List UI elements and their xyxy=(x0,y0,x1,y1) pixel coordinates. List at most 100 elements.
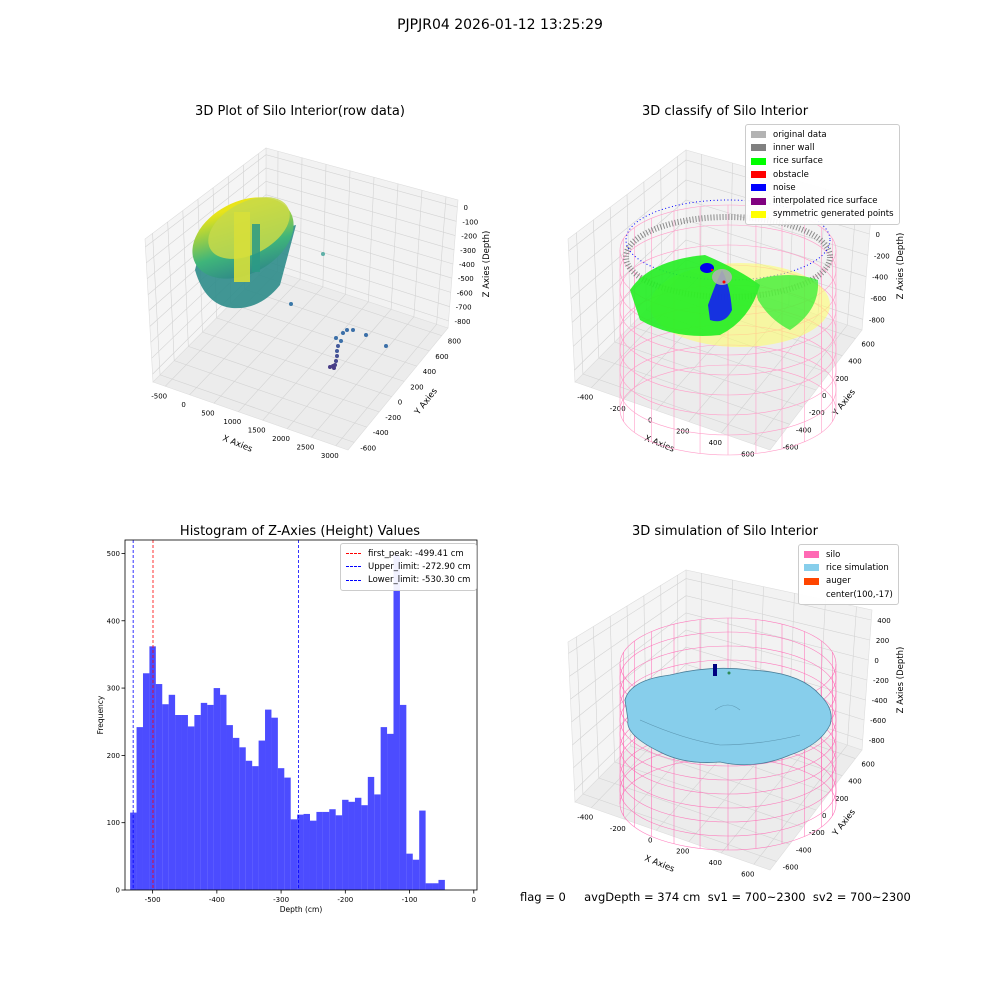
legend-swatch xyxy=(751,131,766,139)
inner-wall-points xyxy=(623,214,833,300)
y-gridline xyxy=(677,156,679,279)
histogram-plot: -500 -400 -300 -200 -100 0 0 100 200 300 400 500 Dep… xyxy=(96,539,478,914)
x-gridline xyxy=(262,177,375,421)
raw-obstacle xyxy=(252,224,260,272)
histogram-bar xyxy=(239,747,246,890)
x-axis-label: Depth (cm) xyxy=(280,905,323,914)
histogram-bar xyxy=(412,859,420,890)
histogram-bar xyxy=(303,813,310,890)
y-gridline xyxy=(582,793,777,862)
x-tick-label: 0 xyxy=(472,896,476,904)
raw-outlier-point xyxy=(321,252,325,256)
legend-label: original data xyxy=(773,129,827,140)
histogram-bar xyxy=(168,694,176,890)
histogram-bar xyxy=(399,704,407,890)
histogram-bar xyxy=(142,673,150,890)
legend-label: obstacle xyxy=(773,169,809,180)
z-gridline xyxy=(145,154,458,248)
histogram-bar xyxy=(149,646,156,890)
legend-label: Lower_limit: -530.30 cm xyxy=(368,575,471,586)
legend-label: center(100,-17) xyxy=(826,589,893,600)
legend-entry: auger xyxy=(804,575,893,588)
y-tick-label: 400 xyxy=(848,358,861,366)
y-gridline xyxy=(188,346,380,413)
legend-entry: Lower_limit: -530.30 cm xyxy=(346,574,471,587)
legend-label: noise xyxy=(773,182,796,193)
x-axis-label: X Axies xyxy=(643,434,676,455)
histogram-bar xyxy=(232,737,240,890)
legend-swatch xyxy=(804,564,819,572)
y-tick-label: 0 xyxy=(398,399,402,407)
y-tick-label: 100 xyxy=(107,819,120,827)
simulation-scene xyxy=(619,617,837,851)
raw-outlier-point xyxy=(364,333,368,337)
x-tick-label: 2000 xyxy=(272,435,290,443)
raw-outlier-point xyxy=(339,339,343,343)
raw-outlier-point xyxy=(328,365,332,369)
x-axis-label: X Axies xyxy=(221,434,254,455)
raw-outlier-point xyxy=(336,344,340,348)
simulation-panel-title: 3D simulation of Silo Interior xyxy=(632,524,818,539)
y-tick-label: 400 xyxy=(423,368,436,376)
y-tick-label: 0 xyxy=(822,392,826,400)
classify-panel-title: 3D classify of Silo Interior xyxy=(641,104,809,119)
legend-label: first_peak: -499.41 cm xyxy=(368,548,464,559)
legend-swatch xyxy=(751,197,766,205)
status-footer: flag = 0 avgDepth = 374 cm sv1 = 700~230… xyxy=(520,890,911,904)
raw-central-column xyxy=(234,212,250,282)
z-gridline xyxy=(572,646,866,746)
x-tick-label: 200 xyxy=(676,848,689,856)
x-gridline xyxy=(753,197,857,445)
z-tick-label: -800 xyxy=(455,318,471,326)
histogram-bar xyxy=(309,820,317,890)
histogram-bar xyxy=(245,760,253,890)
histogram-bar xyxy=(277,768,285,890)
z-tick-label: 0 xyxy=(874,657,878,665)
x-tick-label: -400 xyxy=(577,814,593,822)
z-gridline xyxy=(570,199,868,299)
x-tick-label: -500 xyxy=(145,896,161,904)
x-tick-label: 3000 xyxy=(321,452,339,460)
histogram-bar xyxy=(200,702,208,890)
legend-label: symmetric generated points xyxy=(773,209,894,220)
raw-outlier-point xyxy=(289,302,293,306)
x-tick-label: 0 xyxy=(648,416,652,424)
histogram-chart: -500 -400 -300 -200 -100 0 0 100 200 300 400 500 Dep… xyxy=(96,539,478,914)
histogram-bar xyxy=(226,725,233,890)
y-gridline xyxy=(582,373,777,442)
y-tick-label: -600 xyxy=(783,863,799,871)
raw-3d-plot: -500050010001500200025003000-600-400-200… xyxy=(144,147,492,460)
rice-surface-points xyxy=(755,275,819,330)
x-tick-label: 200 xyxy=(676,428,689,436)
histogram-bar xyxy=(354,797,362,890)
y-gridline xyxy=(609,207,615,343)
z-gridline xyxy=(571,629,868,723)
x-tick-label: 600 xyxy=(741,870,754,878)
y-tick-label: 600 xyxy=(861,341,874,349)
x-gridline xyxy=(286,183,399,429)
histogram-bar xyxy=(284,777,291,890)
center-marker xyxy=(727,671,731,675)
y-gridline xyxy=(630,745,817,811)
x-tick-label: 1000 xyxy=(223,418,241,426)
legend-label: auger xyxy=(826,576,851,587)
legend-entry: silo xyxy=(804,548,893,561)
x-gridline xyxy=(753,606,857,865)
histogram-bar xyxy=(322,811,330,890)
z-gridline xyxy=(569,595,870,677)
plot-frame xyxy=(124,539,478,891)
raw-outlier-point xyxy=(334,336,338,340)
legend-entry: obstacle xyxy=(751,168,894,181)
x-gridline xyxy=(335,196,447,446)
z-gridline xyxy=(146,167,457,264)
histogram-bar xyxy=(181,715,188,890)
legend-entry: rice simulation xyxy=(804,561,893,574)
legend-entry: center(100,-17) xyxy=(804,588,893,601)
rice-simulation-surface xyxy=(624,667,832,766)
z-gridline xyxy=(568,578,872,654)
y-tick-label: 200 xyxy=(107,752,120,760)
histogram-bar xyxy=(155,684,163,890)
y-tick-label: 400 xyxy=(107,617,120,625)
histogram-bar xyxy=(387,733,394,890)
legend-entry: symmetric generated points xyxy=(751,208,894,221)
